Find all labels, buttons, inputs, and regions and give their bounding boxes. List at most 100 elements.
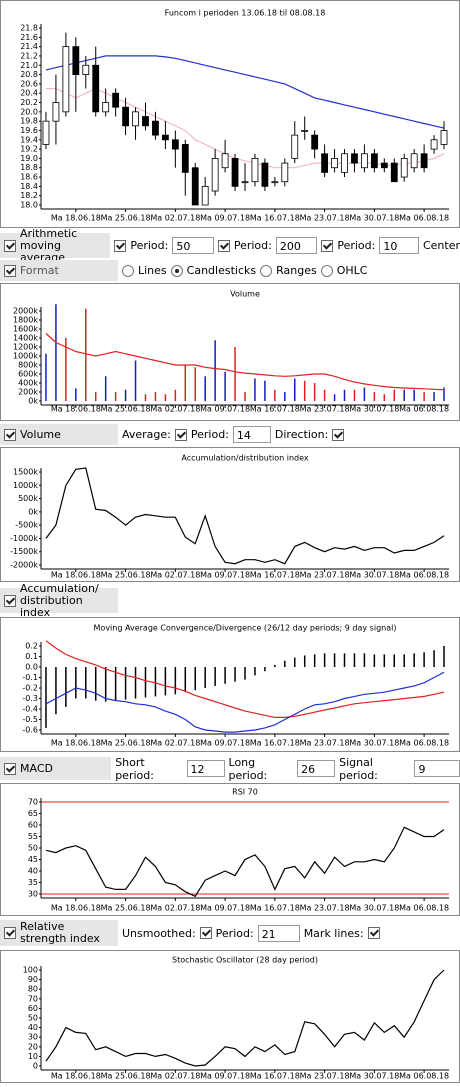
input[interactable]: 26 [297, 760, 336, 777]
y-tick-label: 18.6 [20, 173, 38, 182]
y-tick-label: 19.8 [20, 117, 38, 126]
y-tick-label: 50 [28, 844, 38, 853]
candle-body [132, 111, 139, 127]
ad-chart: Accumulation/distribution index -2000k -15… [0, 447, 460, 582]
radio[interactable] [320, 264, 333, 277]
x-tick-label: Ma 25.06.18 [101, 904, 151, 913]
candle-body [301, 130, 309, 132]
x-tick-label: Ma 23.07.18 [300, 571, 350, 580]
radio[interactable] [260, 264, 273, 277]
x-tick-label: Ma 09.07.18 [200, 214, 250, 223]
radio[interactable] [122, 264, 134, 277]
candle-body [191, 167, 199, 206]
label: Period: [233, 239, 272, 252]
y-tick-label: 30 [28, 890, 38, 899]
radio[interactable] [170, 264, 183, 277]
candle-body [171, 139, 179, 150]
y-tick-label: -0.6 [22, 726, 38, 735]
checkbox[interactable] [174, 428, 187, 441]
input[interactable]: 9 [414, 760, 460, 777]
label: MACD [20, 761, 53, 775]
y-tick-label: 20.6 [20, 79, 38, 88]
checkbox[interactable] [199, 927, 212, 939]
y-tick-label: 19.4 [20, 135, 38, 144]
candle-body [72, 46, 80, 75]
candle-body [380, 162, 388, 169]
volume-toggle[interactable]: Volume [0, 424, 118, 445]
label: Period: [337, 239, 376, 252]
x-tick-label: Ma 02.07.18 [150, 739, 200, 748]
candle-body [430, 139, 438, 150]
x-tick-label: Ma 09.07.18 [200, 739, 250, 748]
input[interactable]: 21 [257, 924, 300, 942]
candle-body [311, 134, 319, 150]
y-tick-label: 30 [28, 1033, 38, 1042]
candle-body [102, 102, 110, 113]
x-tick-label: Ma 09.07.18 [200, 405, 250, 414]
label: Signal period: [339, 755, 378, 782]
series-line [45, 640, 445, 718]
x-tick-label: Ma 23.07.18 [300, 739, 350, 748]
y-tick-label: 70 [28, 798, 38, 807]
x-tick-label: Ma 18.06.18 [51, 214, 101, 223]
candle-body [152, 120, 159, 136]
label: Lines [138, 264, 167, 277]
y-tick-label: 70 [28, 994, 38, 1003]
x-tick-label: Ma 30.07.18 [349, 904, 399, 913]
input[interactable]: 10 [379, 237, 419, 254]
candle-body [112, 92, 120, 108]
macd-toggle[interactable]: MACD [0, 757, 112, 780]
y-tick-label: 18.8 [20, 163, 38, 172]
y-tick-label: -0.3 [22, 694, 38, 703]
format-toggle[interactable]: Format [0, 260, 118, 281]
checkbox[interactable] [332, 428, 345, 441]
x-tick-label: Ma 16.07.18 [250, 214, 300, 223]
y-tick-label: 21.4 [20, 42, 38, 51]
label: Long period: [228, 755, 268, 782]
x-tick-label: Ma 02.07.18 [150, 214, 200, 223]
chart-title: RSI 70 [232, 788, 258, 797]
ma-toggle[interactable]: Arithmetic moving average [0, 227, 111, 263]
y-tick-label: 500k [18, 494, 38, 503]
checkbox[interactable] [114, 239, 127, 252]
x-tick-label: Ma 02.07.18 [150, 1072, 200, 1081]
y-tick-label: 1800k [13, 316, 38, 325]
y-tick-label: 20.4 [20, 89, 38, 98]
candle-body [281, 162, 289, 183]
y-tick-label: 20.8 [20, 70, 38, 79]
y-tick-label: 200k [18, 388, 38, 397]
x-tick-label: Ma 06.08.18 [399, 904, 449, 913]
label: Period: [130, 239, 169, 252]
y-tick-label: 21.0 [20, 61, 38, 70]
label: Period: [215, 926, 254, 940]
label: Format [20, 263, 59, 277]
x-tick-label: Ma 02.07.18 [150, 571, 200, 580]
y-tick-label: 1200k [13, 343, 38, 352]
chart-title: Funcom i perioden 13.06.18 til 08.08.18 [165, 9, 326, 18]
y-tick-label: 20.0 [20, 107, 38, 116]
y-tick-label: 2000k [13, 307, 38, 316]
checkbox[interactable] [321, 239, 334, 252]
chart-title: Stochastic Oscillator (28 day period) [172, 956, 318, 965]
y-tick-label: 40 [28, 1023, 38, 1032]
candle-body [92, 64, 100, 113]
input[interactable]: 12 [186, 760, 225, 777]
label: Mark lines: [303, 926, 364, 940]
ad-toggle[interactable]: Accumulation/ distribution index [0, 582, 118, 618]
checkbox[interactable] [217, 239, 230, 252]
input[interactable]: 200 [275, 237, 318, 254]
input[interactable]: 14 [232, 426, 271, 443]
input[interactable]: 50 [172, 237, 214, 254]
candle-body [410, 153, 418, 169]
checkbox[interactable] [367, 927, 380, 939]
y-tick-label: 55 [28, 832, 38, 841]
rsi-toggle[interactable]: Relative strength index [0, 920, 118, 946]
candle-body [181, 144, 189, 173]
candle-body [400, 158, 408, 178]
candle-body [251, 158, 259, 183]
label: Volume [20, 427, 61, 441]
stochastic-chart: Stochastic Oscillator (28 day period)010… [0, 950, 460, 1083]
x-tick-label: Ma 18.06.18 [51, 571, 101, 580]
x-tick-label: Ma 25.06.18 [101, 1072, 151, 1081]
y-tick-label: 60 [28, 1004, 38, 1013]
